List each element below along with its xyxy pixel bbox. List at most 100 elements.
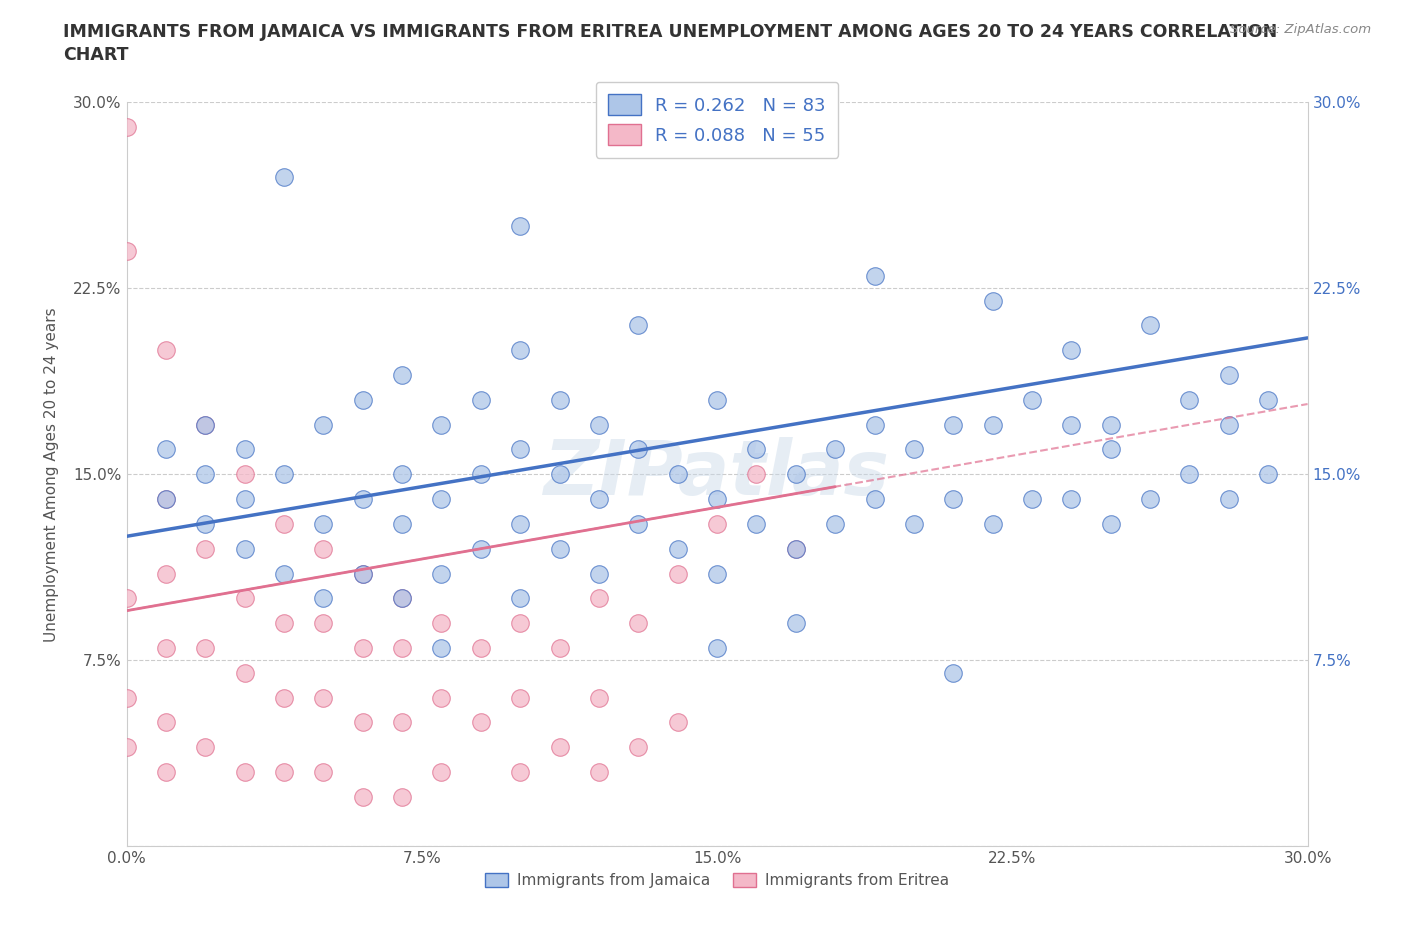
Point <box>430 566 453 581</box>
Point <box>115 739 138 754</box>
Point <box>1060 343 1083 358</box>
Point <box>1060 492 1083 507</box>
Point <box>470 392 492 407</box>
Point <box>430 764 453 779</box>
Point <box>115 120 138 135</box>
Point <box>470 715 492 730</box>
Point <box>470 467 492 482</box>
Point <box>470 541 492 556</box>
Point <box>1099 442 1122 457</box>
Point <box>233 442 256 457</box>
Point <box>706 566 728 581</box>
Point <box>785 541 807 556</box>
Point <box>509 690 531 705</box>
Point <box>430 492 453 507</box>
Point <box>115 244 138 259</box>
Point <box>706 392 728 407</box>
Point <box>1139 492 1161 507</box>
Point <box>666 715 689 730</box>
Point <box>863 269 886 284</box>
Point <box>115 690 138 705</box>
Point <box>509 516 531 531</box>
Point <box>155 442 177 457</box>
Point <box>352 790 374 804</box>
Text: IMMIGRANTS FROM JAMAICA VS IMMIGRANTS FROM ERITREA UNEMPLOYMENT AMONG AGES 20 TO: IMMIGRANTS FROM JAMAICA VS IMMIGRANTS FR… <box>63 23 1278 41</box>
Point <box>155 343 177 358</box>
Point <box>273 616 295 631</box>
Point <box>155 764 177 779</box>
Point <box>391 367 413 382</box>
Point <box>903 442 925 457</box>
Point <box>627 616 650 631</box>
Point <box>194 641 217 656</box>
Point <box>666 541 689 556</box>
Legend: Immigrants from Jamaica, Immigrants from Eritrea: Immigrants from Jamaica, Immigrants from… <box>478 867 956 895</box>
Point <box>1060 418 1083 432</box>
Point <box>194 418 217 432</box>
Point <box>548 392 571 407</box>
Point <box>509 764 531 779</box>
Point <box>1257 467 1279 482</box>
Point <box>233 492 256 507</box>
Point <box>430 641 453 656</box>
Point <box>312 516 335 531</box>
Point <box>194 541 217 556</box>
Point <box>273 690 295 705</box>
Point <box>509 591 531 605</box>
Point <box>588 566 610 581</box>
Point <box>1099 516 1122 531</box>
Point <box>706 492 728 507</box>
Point <box>1178 392 1201 407</box>
Point <box>824 442 846 457</box>
Point <box>391 790 413 804</box>
Point <box>863 418 886 432</box>
Point <box>391 591 413 605</box>
Point <box>194 418 217 432</box>
Point <box>233 541 256 556</box>
Point <box>430 616 453 631</box>
Point <box>509 616 531 631</box>
Point <box>273 169 295 184</box>
Point <box>588 690 610 705</box>
Text: CHART: CHART <box>63 46 129 64</box>
Point <box>233 764 256 779</box>
Point <box>352 715 374 730</box>
Point <box>666 467 689 482</box>
Point <box>1021 492 1043 507</box>
Point <box>981 293 1004 308</box>
Point <box>155 566 177 581</box>
Point <box>745 442 768 457</box>
Point <box>391 715 413 730</box>
Point <box>509 442 531 457</box>
Point <box>666 566 689 581</box>
Point <box>706 516 728 531</box>
Point <box>430 418 453 432</box>
Point <box>785 616 807 631</box>
Point <box>588 418 610 432</box>
Point <box>312 541 335 556</box>
Point <box>981 418 1004 432</box>
Point <box>627 318 650 333</box>
Point <box>1099 418 1122 432</box>
Point <box>706 641 728 656</box>
Point <box>352 641 374 656</box>
Point <box>1218 418 1240 432</box>
Point <box>312 591 335 605</box>
Point <box>509 343 531 358</box>
Point <box>312 690 335 705</box>
Point <box>981 516 1004 531</box>
Text: Source: ZipAtlas.com: Source: ZipAtlas.com <box>1230 23 1371 36</box>
Point <box>233 467 256 482</box>
Point <box>942 665 965 680</box>
Point <box>824 516 846 531</box>
Point <box>273 467 295 482</box>
Point <box>785 467 807 482</box>
Point <box>548 641 571 656</box>
Point <box>391 516 413 531</box>
Point <box>588 764 610 779</box>
Point <box>273 516 295 531</box>
Point <box>352 566 374 581</box>
Point <box>588 492 610 507</box>
Point <box>233 665 256 680</box>
Point <box>312 418 335 432</box>
